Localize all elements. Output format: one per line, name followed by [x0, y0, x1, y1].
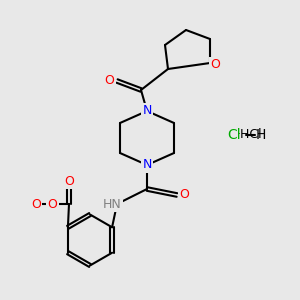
- Text: HN: HN: [103, 197, 122, 211]
- Text: O: O: [105, 74, 114, 88]
- Text: O: O: [64, 175, 74, 188]
- Text: N: N: [142, 104, 152, 118]
- Text: O: O: [210, 58, 220, 71]
- Text: O: O: [31, 197, 41, 211]
- Text: Cl: Cl: [227, 128, 241, 142]
- Text: ·HCl: ·HCl: [236, 128, 262, 142]
- Text: N: N: [142, 158, 152, 172]
- Text: H: H: [256, 128, 266, 142]
- Text: O: O: [180, 188, 189, 202]
- Text: O: O: [48, 197, 57, 211]
